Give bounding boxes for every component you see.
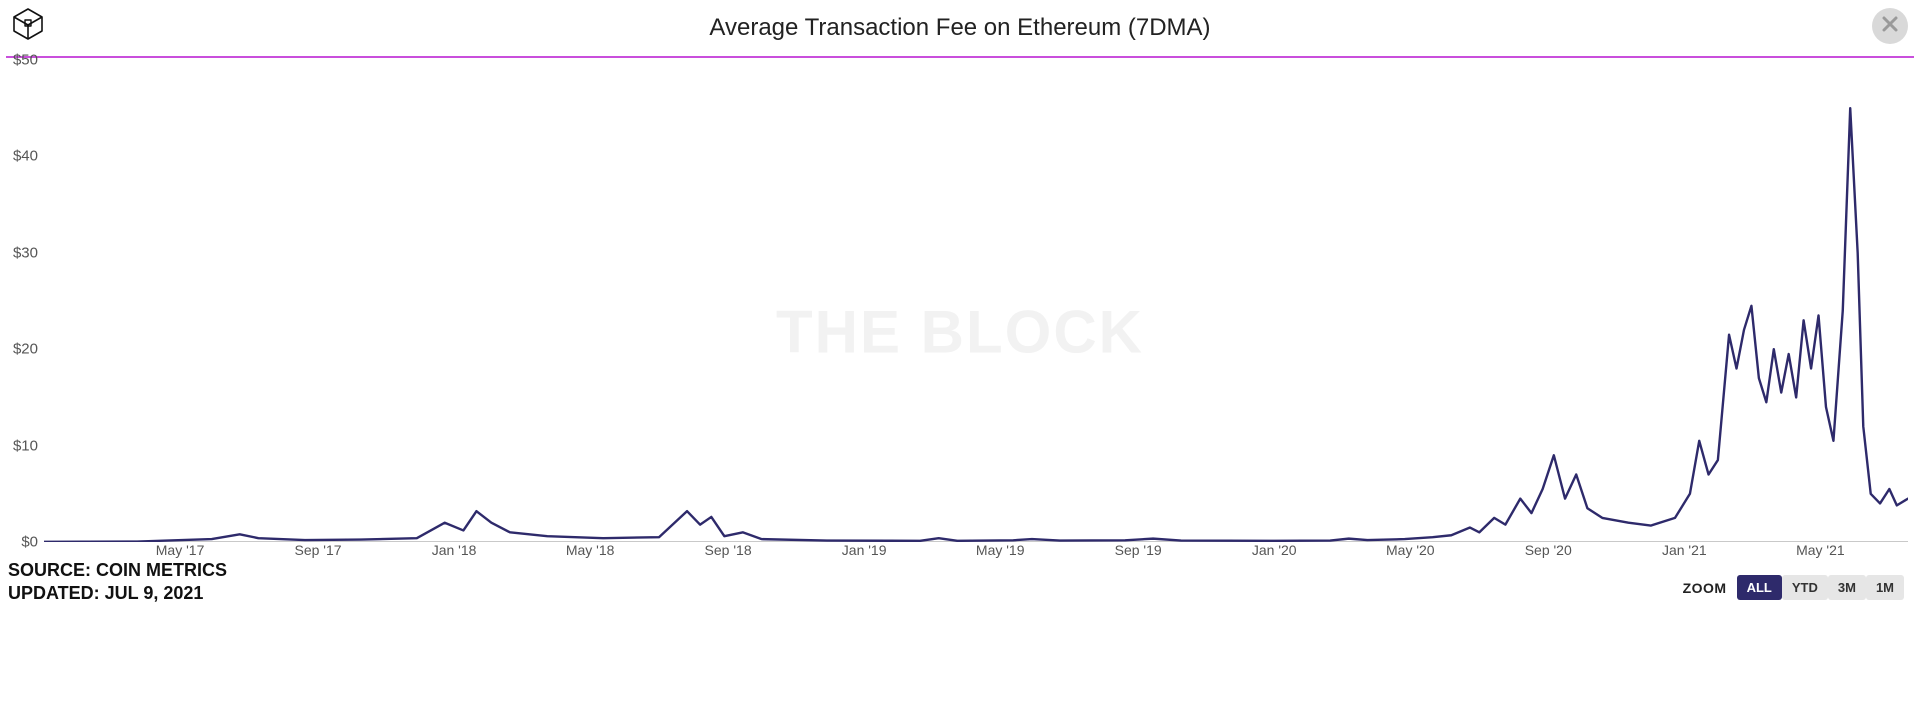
x-tick-label: Jan '21 (1662, 542, 1707, 558)
x-tick-label: May '20 (1386, 542, 1435, 558)
x-tick-label: Jan '18 (432, 542, 477, 558)
y-tick-label: $30 (13, 244, 38, 261)
x-tick-label: Sep '20 (1525, 542, 1572, 558)
x-tick-label: Jan '20 (1252, 542, 1297, 558)
chart-footer: SOURCE: COIN METRICS UPDATED: JUL 9, 202… (8, 559, 227, 604)
zoom-button-1m[interactable]: 1M (1866, 575, 1904, 600)
chart-container: Average Transaction Fee on Ethereum (7DM… (0, 0, 1920, 712)
zoom-button-all[interactable]: ALL (1737, 575, 1782, 600)
updated-label: UPDATED: JUL 9, 2021 (8, 582, 227, 605)
x-tick-label: Sep '19 (1115, 542, 1162, 558)
y-tick-label: $50 (13, 52, 38, 69)
y-tick-label: $0 (21, 534, 38, 551)
x-tick-label: Sep '18 (705, 542, 752, 558)
zoom-button-3m[interactable]: 3M (1828, 575, 1866, 600)
zoom-controls: ZOOM ALLYTD3M1M (1683, 575, 1904, 600)
x-tick-label: May '18 (566, 542, 615, 558)
y-tick-label: $40 (13, 148, 38, 165)
header-divider (6, 56, 1914, 58)
y-tick-label: $10 (13, 437, 38, 454)
x-axis-labels: May '17 Sep '17 Jan '18 May '18 Sep '18 Jan '… (44, 542, 1908, 562)
zoom-button-ytd[interactable]: YTD (1782, 575, 1828, 600)
close-icon (1880, 14, 1900, 39)
y-tick-label: $20 (13, 341, 38, 358)
chart-header: Average Transaction Fee on Ethereum (7DM… (0, 0, 1920, 56)
x-tick-label: Sep '17 (294, 542, 341, 558)
chart-title: Average Transaction Fee on Ethereum (7DM… (0, 14, 1920, 42)
x-tick-label: Jan '19 (842, 542, 887, 558)
source-label: SOURCE: COIN METRICS (8, 559, 227, 582)
close-button[interactable] (1872, 8, 1908, 44)
x-tick-label: May '19 (976, 542, 1025, 558)
x-tick-label: May '17 (156, 542, 205, 558)
y-axis-labels: $0$10$20$30$40$50 (0, 60, 44, 542)
zoom-label: ZOOM (1683, 580, 1727, 596)
x-tick-label: May '21 (1796, 542, 1845, 558)
chart-plot-area (44, 60, 1908, 542)
